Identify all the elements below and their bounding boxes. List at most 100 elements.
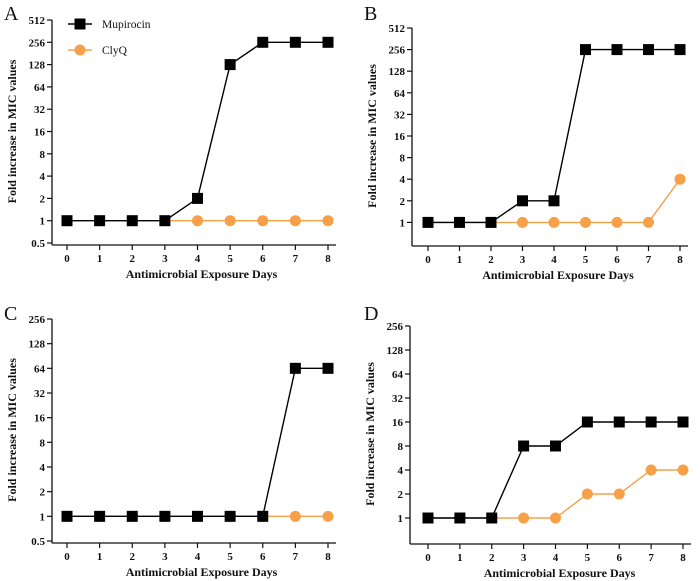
x-axis-title: Antimicrobial Exposure Days <box>484 566 636 580</box>
x-tick-label: 2 <box>130 253 136 265</box>
x-tick-label: 8 <box>680 552 686 564</box>
y-tick-label: 128 <box>389 66 406 78</box>
y-axis-title: Fold increase in MIC values <box>365 64 379 208</box>
panel-label: C <box>4 303 17 325</box>
y-axis-title: Fold increase in MIC values <box>5 358 19 502</box>
y-tick-label: 0.5 <box>31 536 45 548</box>
x-tick-label: 4 <box>195 253 201 265</box>
panel-c: C 0.5 1 2 4 8 16 32 64 128 256 0 1 2 3 4 5 6 7 8 Antimicrobi… <box>4 303 336 579</box>
legend-label: Mupirocin <box>102 19 151 31</box>
x-tick-label: 8 <box>325 253 331 265</box>
x-tick-label: 0 <box>64 253 70 265</box>
y-tick-label: 512 <box>29 15 46 27</box>
data-point-circle <box>550 512 561 524</box>
panel-label: B <box>364 3 377 25</box>
data-point-square <box>126 215 138 227</box>
data-point-square <box>550 440 561 452</box>
data-point-square <box>94 510 106 522</box>
data-point-circle <box>645 464 657 476</box>
y-tick-label: 128 <box>29 60 46 72</box>
y-tick-label: 8 <box>400 153 406 165</box>
y-tick-label: 256 <box>29 37 46 49</box>
data-point-square <box>548 195 560 207</box>
y-tick-label: 256 <box>389 45 406 57</box>
y-tick-label: 2 <box>40 193 46 205</box>
x-tick-label: 6 <box>260 551 266 563</box>
legend-label: ClyQ <box>102 45 128 57</box>
data-point-circle <box>581 488 593 500</box>
data-point-square <box>61 510 73 522</box>
x-axis-title: Antimicrobial Exposure Days <box>482 268 634 282</box>
data-point-circle <box>611 216 623 228</box>
y-tick-label: 8 <box>40 437 46 449</box>
x-tick-label: 3 <box>520 254 526 266</box>
data-point-square <box>192 510 203 522</box>
y-tick-label: 256 <box>387 321 404 333</box>
data-point-circle <box>517 216 528 228</box>
y-tick-label: 32 <box>394 109 406 121</box>
x-tick-label: 4 <box>553 552 559 564</box>
data-point-circle <box>548 216 560 228</box>
x-tick-label: 4 <box>551 254 557 266</box>
data-point-square <box>485 216 497 228</box>
data-point-square <box>94 215 106 227</box>
x-tick-label: 2 <box>489 552 495 564</box>
legend-square-marker <box>74 18 86 30</box>
data-point-square <box>422 512 434 524</box>
x-tick-label: 8 <box>325 551 331 563</box>
y-tick-label: 64 <box>394 88 406 100</box>
data-point-square <box>289 362 301 374</box>
x-tick-label: 6 <box>617 552 623 564</box>
x-tick-label: 1 <box>457 552 463 564</box>
series-line-1 <box>428 469 683 519</box>
x-tick-label: 1 <box>97 551 103 563</box>
y-tick-label: 64 <box>392 369 404 381</box>
data-point-circle <box>580 216 591 228</box>
y-axis-title: Fold increase in MIC values <box>5 59 19 203</box>
y-tick-label: 0.5 <box>31 238 45 250</box>
data-point-square <box>518 440 530 452</box>
y-tick-label: 4 <box>400 174 406 186</box>
data-point-circle <box>289 215 301 227</box>
x-tick-label: 1 <box>457 254 463 266</box>
x-tick-label: 5 <box>227 551 233 563</box>
y-tick-label: 64 <box>34 363 46 375</box>
data-point-square <box>159 510 171 522</box>
data-point-circle <box>613 488 625 500</box>
y-tick-label: 64 <box>34 82 46 94</box>
x-tick-label: 2 <box>130 551 136 563</box>
data-point-square <box>454 512 466 524</box>
x-tick-label: 7 <box>646 254 652 266</box>
y-tick-label: 4 <box>398 465 404 477</box>
data-point-square <box>422 216 434 228</box>
x-tick-label: 0 <box>425 552 431 564</box>
y-tick-label: 512 <box>389 23 406 35</box>
y-tick-label: 16 <box>392 417 404 429</box>
x-tick-label: 7 <box>293 551 299 563</box>
y-tick-label: 32 <box>34 388 46 400</box>
data-point-square <box>192 192 203 204</box>
y-tick-label: 128 <box>387 345 404 357</box>
data-point-square <box>289 36 301 48</box>
x-tick-label: 3 <box>162 253 168 265</box>
data-point-square <box>611 44 623 56</box>
data-point-circle <box>518 512 530 524</box>
y-tick-label: 1 <box>40 216 46 228</box>
y-tick-label: 16 <box>394 131 406 143</box>
x-tick-label: 3 <box>521 552 527 564</box>
y-tick-label: 128 <box>29 339 46 351</box>
panel-a: A 0.5 1 2 4 8 16 32 64 128 256 512 0 1 2 3 4 5 6 7 8 Antimicr… <box>4 3 336 281</box>
y-tick-label: 4 <box>40 171 46 183</box>
y-tick-label: 32 <box>392 393 404 405</box>
data-point-square <box>517 195 528 207</box>
data-point-square <box>581 416 593 428</box>
data-point-square <box>61 215 73 227</box>
y-tick-label: 8 <box>398 441 404 453</box>
y-tick-label: 1 <box>400 217 406 229</box>
data-point-square <box>643 44 654 56</box>
y-tick-label: 2 <box>398 489 404 501</box>
data-point-square <box>224 510 236 522</box>
data-point-square <box>257 510 269 522</box>
